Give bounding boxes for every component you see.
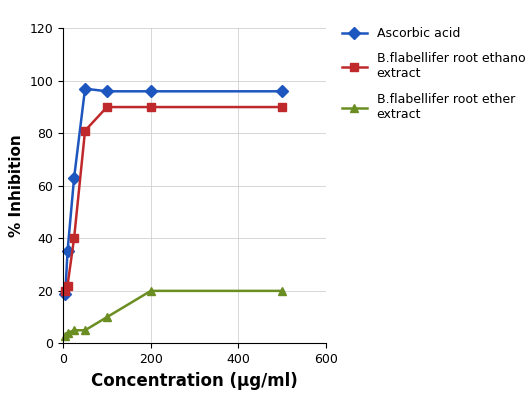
B.flabellifer root ethanolic
extract: [148, 105, 154, 109]
B.flabellifer root ether
extract: [62, 333, 68, 338]
Ascorbic acid: [104, 89, 110, 94]
B.flabellifer root ethanolic
extract: [104, 105, 110, 109]
Ascorbic acid: [71, 175, 77, 180]
B.flabellifer root ether
extract: [148, 288, 154, 293]
Ascorbic acid: [62, 291, 68, 296]
Line: B.flabellifer root ether
extract: B.flabellifer root ether extract: [61, 287, 287, 340]
B.flabellifer root ethanolic
extract: [71, 236, 77, 241]
B.flabellifer root ether
extract: [64, 330, 70, 335]
B.flabellifer root ethanolic
extract: [62, 288, 68, 293]
B.flabellifer root ethanolic
extract: [82, 128, 88, 133]
B.flabellifer root ethanolic
extract: [279, 105, 286, 109]
B.flabellifer root ether
extract: [71, 328, 77, 333]
Ascorbic acid: [82, 86, 88, 91]
Line: Ascorbic acid: Ascorbic acid: [61, 84, 287, 298]
Ascorbic acid: [148, 89, 154, 94]
B.flabellifer root ether
extract: [279, 288, 286, 293]
B.flabellifer root ether
extract: [82, 328, 88, 333]
B.flabellifer root ether
extract: [104, 315, 110, 320]
Line: B.flabellifer root ethanolic
extract: B.flabellifer root ethanolic extract: [61, 103, 287, 295]
X-axis label: Concentration (μg/ml): Concentration (μg/ml): [91, 372, 298, 390]
Legend: Ascorbic acid, B.flabellifer root ethanolic
extract, B.flabellifer root ether
ex: Ascorbic acid, B.flabellifer root ethano…: [337, 22, 526, 126]
Ascorbic acid: [279, 89, 286, 94]
Y-axis label: % Inhibition: % Inhibition: [9, 135, 24, 237]
Ascorbic acid: [64, 249, 70, 254]
B.flabellifer root ethanolic
extract: [64, 283, 70, 288]
